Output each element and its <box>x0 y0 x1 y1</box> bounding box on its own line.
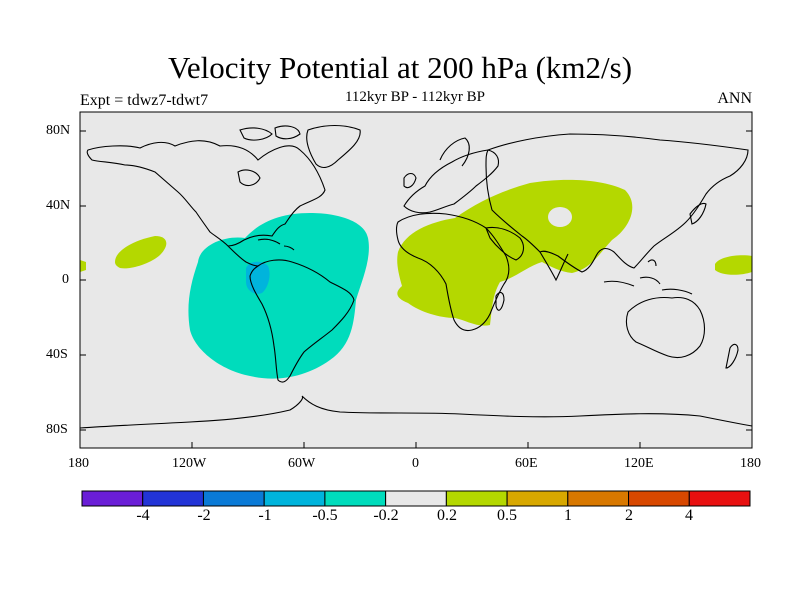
coast-south-america <box>249 259 355 383</box>
lat-label-0: 0 <box>62 272 69 287</box>
lon-label-120e: 120E <box>624 456 654 471</box>
coast-japan <box>689 202 707 225</box>
coast-north-america <box>86 140 326 247</box>
coast-asia <box>485 133 749 273</box>
coastlines <box>80 124 752 429</box>
positive-patch-dateline <box>715 255 752 275</box>
colorbar-box <box>142 490 204 507</box>
lat-label-80s: 80S <box>46 422 68 437</box>
lon-label-60e: 60E <box>515 456 538 471</box>
colorbar-box <box>385 490 447 507</box>
lon-label-120w: 120W <box>172 456 207 471</box>
colorbar-box <box>324 490 387 507</box>
colorbar-label: 4 <box>685 507 693 524</box>
positive-anomaly-region <box>397 179 633 326</box>
experiment-label: Expt = tdwz7-tdwt7 <box>80 92 209 109</box>
coast-hudson-bay <box>237 169 261 187</box>
lat-label-40s: 40S <box>46 347 68 362</box>
colorbar-label: 2 <box>625 507 633 524</box>
colorbar-label: -4 <box>136 507 150 524</box>
coast-new-zealand <box>725 343 739 369</box>
lat-ticks <box>80 130 752 431</box>
lon-label-180e: 180 <box>740 456 761 471</box>
colorbar-box <box>506 490 569 507</box>
colorbar-label: -2 <box>197 507 211 524</box>
coast-africa <box>395 212 510 332</box>
coast-arctic-islands <box>239 125 301 141</box>
coast-arabia <box>485 226 525 261</box>
colorbar-box <box>445 490 508 507</box>
coast-greenland <box>306 124 361 169</box>
coast-british-isles <box>403 172 417 189</box>
colorbar-label: 1 <box>564 507 572 524</box>
positive-patch-pacific <box>115 236 167 269</box>
colorbar-box <box>202 490 265 507</box>
lat-label-80n: 80N <box>46 123 71 138</box>
lat-label-40n: 40N <box>46 198 71 213</box>
colorbar <box>81 490 751 507</box>
coast-india <box>539 251 569 282</box>
coast-europe <box>403 149 500 214</box>
colorbar-label: -0.5 <box>312 507 338 524</box>
coast-antarctica <box>80 395 752 429</box>
colorbar-label: 0.5 <box>497 507 517 524</box>
plot-title: Velocity Potential at 200 hPa (km2/s) <box>167 50 633 85</box>
plot-subtitle: 112kyr BP - 112kyr BP <box>344 89 485 105</box>
coast-central-america <box>227 245 259 267</box>
positive-patch-west-edge <box>80 260 86 272</box>
lon-label-0: 0 <box>412 456 419 471</box>
season-label: ANN <box>717 90 752 107</box>
positive-region-hole <box>548 207 572 227</box>
lon-label-180w: 180 <box>68 456 89 471</box>
coast-indonesia <box>603 259 693 295</box>
coast-australia <box>625 296 706 359</box>
negative-anomaly-region <box>188 213 369 379</box>
lon-ticks <box>79 442 753 448</box>
coast-caribbean <box>257 238 295 251</box>
colorbar-box <box>688 490 751 507</box>
lon-label-60w: 60W <box>288 456 316 471</box>
colorbar-label: -0.2 <box>373 507 399 524</box>
colorbar-box <box>628 490 690 507</box>
colorbar-label: -1 <box>258 507 272 524</box>
colorbar-box <box>81 490 144 507</box>
coast-scandinavia <box>439 137 470 167</box>
colorbar-box <box>263 490 326 507</box>
colorbar-label: 0.2 <box>437 507 457 524</box>
coast-madagascar <box>495 291 505 311</box>
colorbar-box <box>567 490 630 507</box>
